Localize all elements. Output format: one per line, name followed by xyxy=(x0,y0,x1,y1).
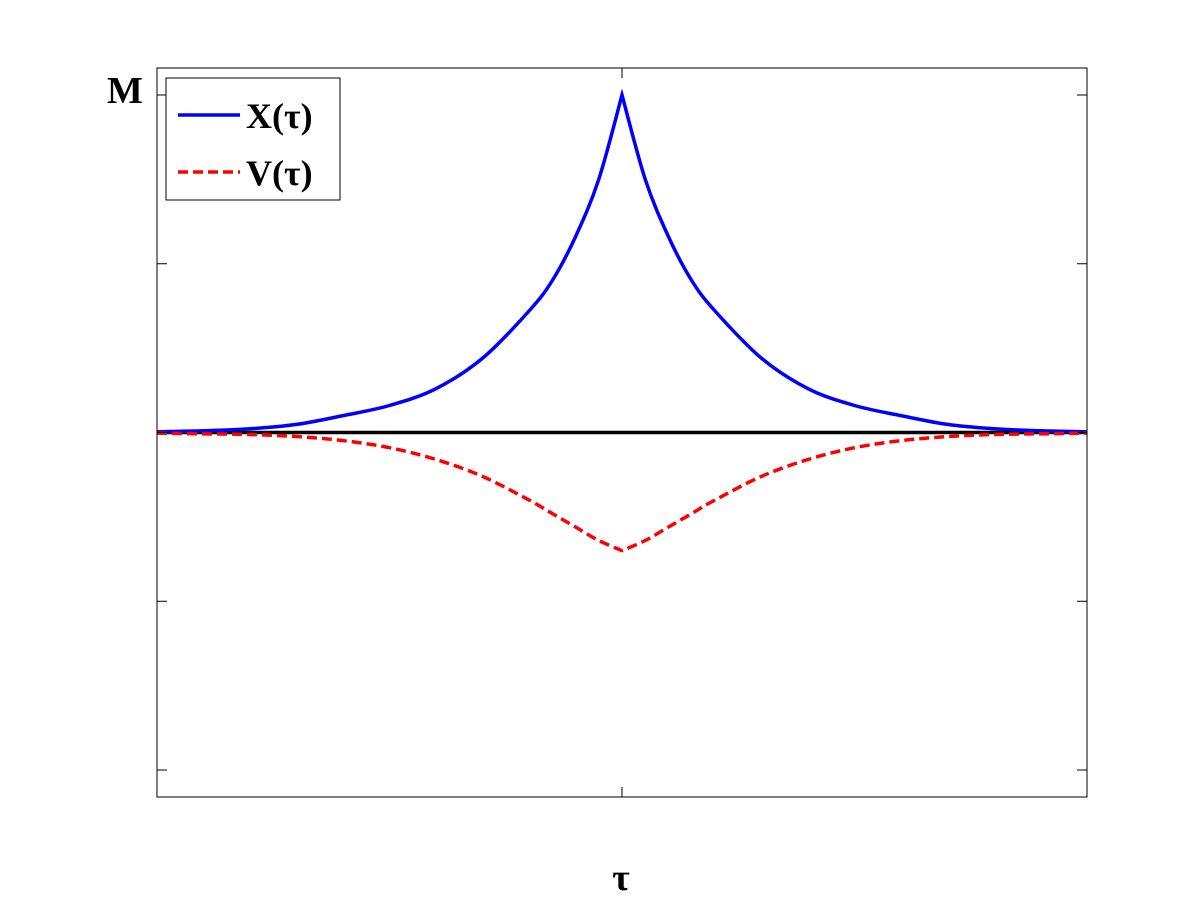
legend-box xyxy=(165,77,341,201)
legend: X(τ) V(τ) xyxy=(165,77,341,201)
legend-label-x: X(τ) xyxy=(246,96,313,136)
legend-label-v: V(τ) xyxy=(246,153,313,193)
y-top-label: M xyxy=(107,70,143,112)
series-line-x xyxy=(156,88,1088,434)
plot-area xyxy=(156,88,1088,553)
x-axis-label: τ xyxy=(612,857,630,899)
series-line-v xyxy=(156,431,1088,553)
axis-ticks xyxy=(157,68,1087,797)
axes-frame xyxy=(156,67,1088,798)
